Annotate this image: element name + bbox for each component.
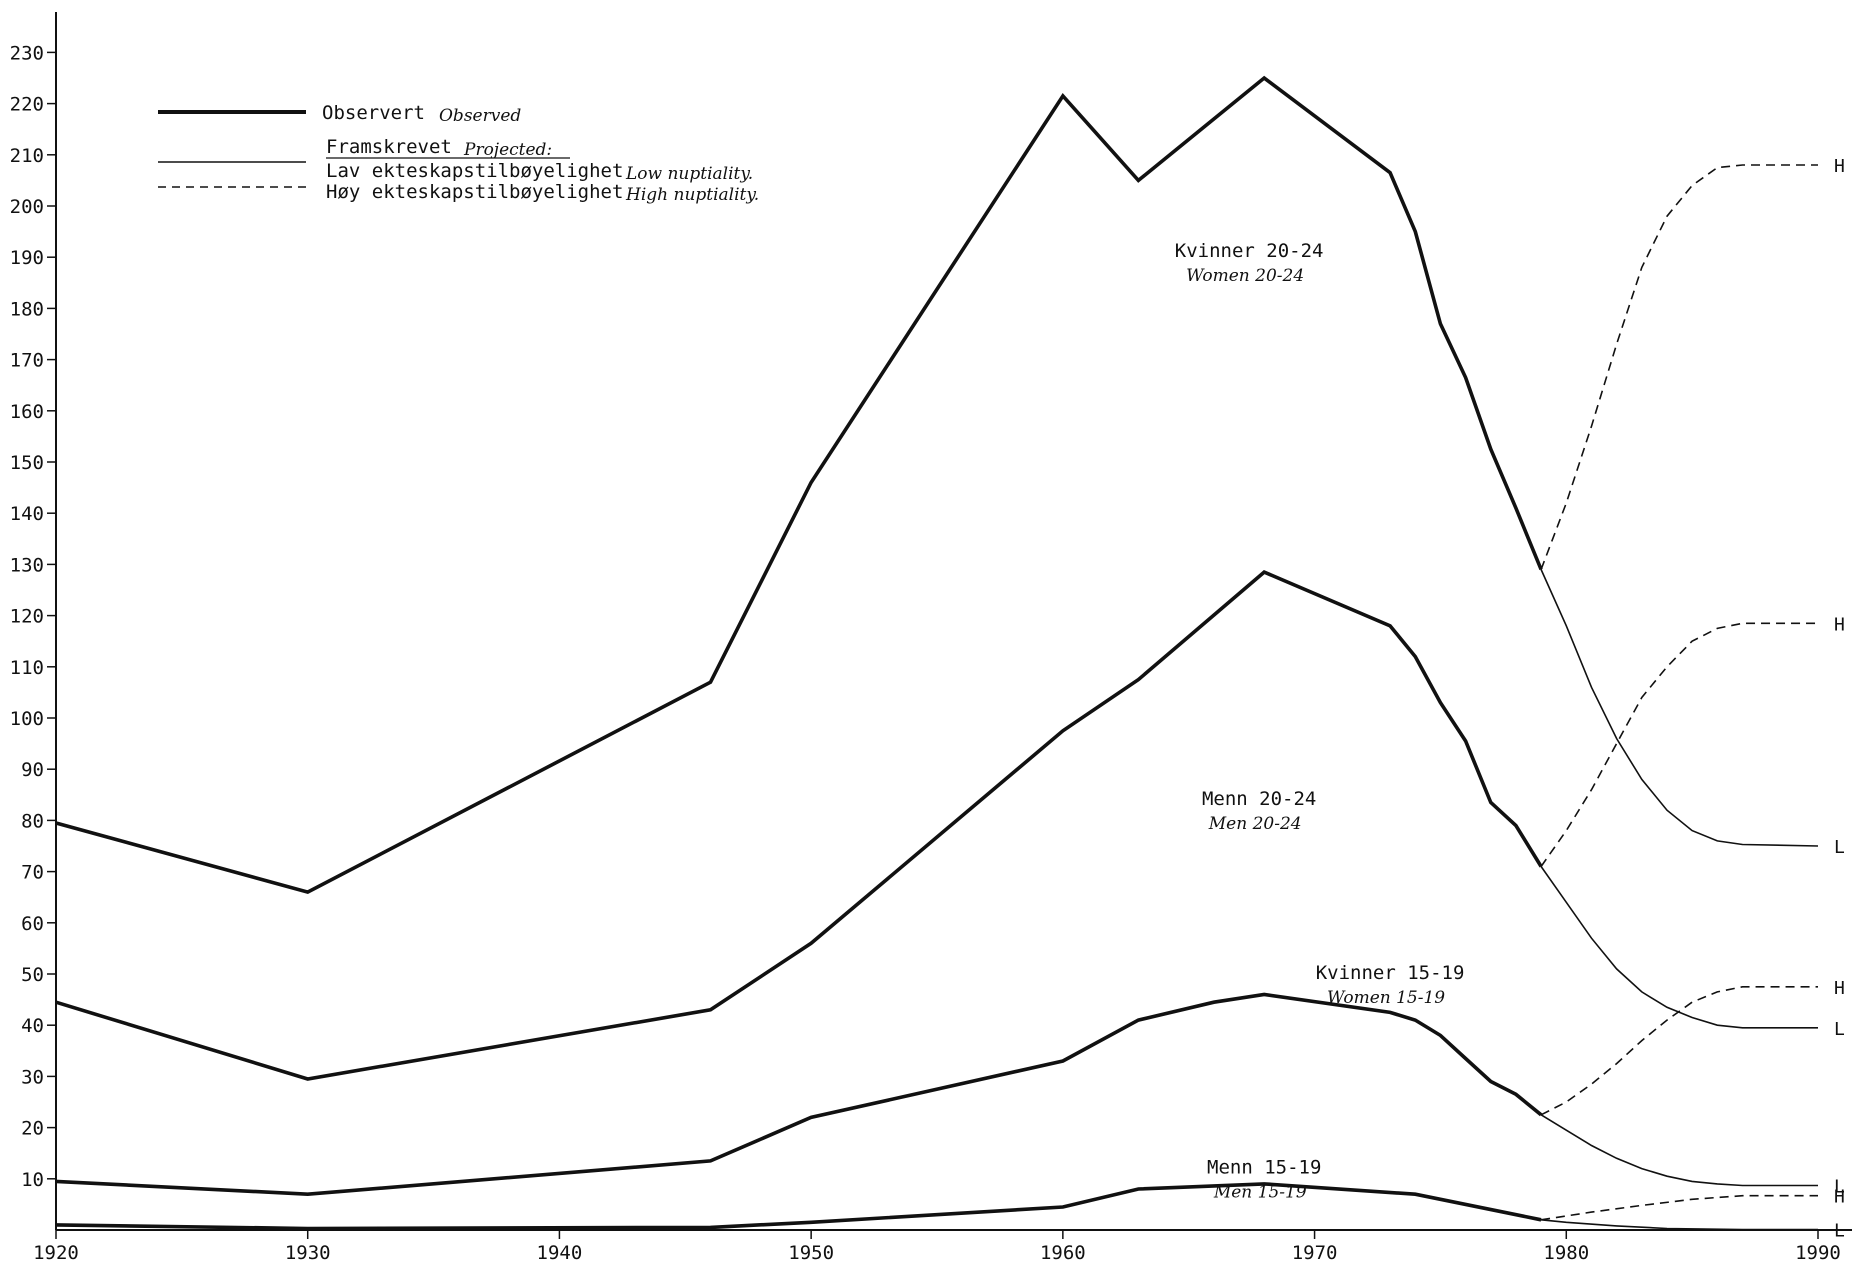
legend-projected-label: Framskrevet — [326, 136, 452, 158]
series-men-20-24-low-end-label: L — [1834, 1019, 1845, 1040]
y-tick-label: 10 — [21, 1169, 44, 1191]
legend-low-label: Lav ekteskapstilbøyelighet — [326, 160, 623, 182]
legend-observed-translation: Observed — [439, 106, 521, 126]
series-women-15-19-observed — [55, 992, 1543, 1197]
series-women-20-24-label: Kvinner 20-24 — [1175, 240, 1324, 262]
y-tick-label: 210 — [10, 145, 44, 167]
y-tick-label: 230 — [10, 42, 44, 64]
y-tick-label: 80 — [21, 810, 44, 832]
series-men-15-19-label: Menn 15-19 — [1207, 1157, 1321, 1179]
y-tick-label: 60 — [21, 913, 44, 935]
series-women-15-19-translation: Women 15-19 — [1327, 988, 1445, 1008]
series-men-15-19-low-end-label: L — [1834, 1220, 1845, 1241]
y-tick-label: 130 — [10, 554, 44, 576]
y-tick-label: 110 — [10, 657, 44, 679]
y-tick-label: 140 — [10, 503, 44, 525]
x-tick-label: 1960 — [1040, 1242, 1086, 1264]
series-men-15-19-high-end-label: H — [1834, 1187, 1845, 1208]
y-tick-label: 180 — [10, 298, 44, 320]
x-tick-label: 1970 — [1292, 1242, 1338, 1264]
y-tick-label: 150 — [10, 452, 44, 474]
x-tick-label: 1990 — [1795, 1242, 1841, 1264]
y-tick-label: 190 — [10, 247, 44, 269]
series-men-20-24-translation: Men 20-24 — [1208, 814, 1302, 834]
legend-low-translation: Low nuptiality. — [625, 164, 753, 184]
series-men-15-19-low — [1541, 1219, 1818, 1231]
x-tick-label: 1920 — [33, 1242, 79, 1264]
series-women-15-19-label: Kvinner 15-19 — [1316, 962, 1465, 984]
y-tick-label: 40 — [21, 1015, 44, 1037]
series-men-20-24-low — [1540, 866, 1818, 1029]
series-group — [55, 75, 1819, 1231]
legend-projected-translation: Projected: — [463, 140, 552, 160]
series-women-20-24-low-end-label: L — [1834, 837, 1845, 858]
legend: Observert Observed Framskrevet Projected… — [158, 102, 759, 205]
series-men-15-19-high — [1540, 1194, 1818, 1221]
y-tick-label: 50 — [21, 964, 44, 986]
y-tick-label: 200 — [10, 196, 44, 218]
series-women-15-19-low-end-label: L — [1834, 1176, 1845, 1197]
series-women-20-24-low — [1540, 569, 1819, 847]
y-tick-group: 10 20 30 40 50 60 70 80 90 100 110 120 130 140 150 160 1… — [10, 42, 56, 1191]
legend-observed-label: Observert — [322, 102, 425, 124]
series-men-20-24-observed — [55, 570, 1543, 1081]
y-tick-label: 20 — [21, 1118, 44, 1140]
x-tick-label: 1980 — [1543, 1242, 1589, 1264]
y-tick-label: 30 — [21, 1066, 44, 1088]
series-men-15-19-translation: Men 15-19 — [1213, 1183, 1307, 1203]
y-tick-label: 220 — [10, 94, 44, 116]
legend-high-translation: High nuptiality. — [625, 185, 759, 205]
series-women-20-24-high-end-label: H — [1834, 156, 1845, 177]
series-men-20-24-high — [1540, 622, 1818, 867]
series-women-15-19-high — [1540, 985, 1818, 1116]
series-men-15-19-observed — [55, 1182, 1542, 1231]
x-tick-group: 1920 1930 1940 1950 1960 1970 1980 1990 — [33, 1230, 1841, 1264]
series-women-15-19-high-end-label: H — [1834, 978, 1845, 999]
series-men-20-24-label: Menn 20-24 — [1202, 788, 1316, 810]
y-tick-label: 100 — [10, 708, 44, 730]
legend-high-label: Høy ekteskapstilbøyelighet — [326, 181, 623, 203]
y-tick-label: 160 — [10, 401, 44, 423]
series-men-20-24-high-end-label: H — [1834, 614, 1845, 635]
series-women-20-24-translation: Women 20-24 — [1186, 266, 1304, 286]
y-tick-label: 70 — [21, 862, 44, 884]
x-tick-label: 1940 — [537, 1242, 583, 1264]
series-women-20-24-high — [1540, 164, 1818, 570]
y-tick-label: 90 — [21, 759, 44, 781]
series-women-15-19-low — [1540, 1114, 1818, 1187]
y-tick-label: 120 — [10, 606, 44, 628]
x-tick-label: 1950 — [788, 1242, 834, 1264]
x-tick-label: 1930 — [285, 1242, 331, 1264]
y-tick-label: 170 — [10, 350, 44, 372]
series-women-20-24-observed — [55, 75, 1543, 895]
